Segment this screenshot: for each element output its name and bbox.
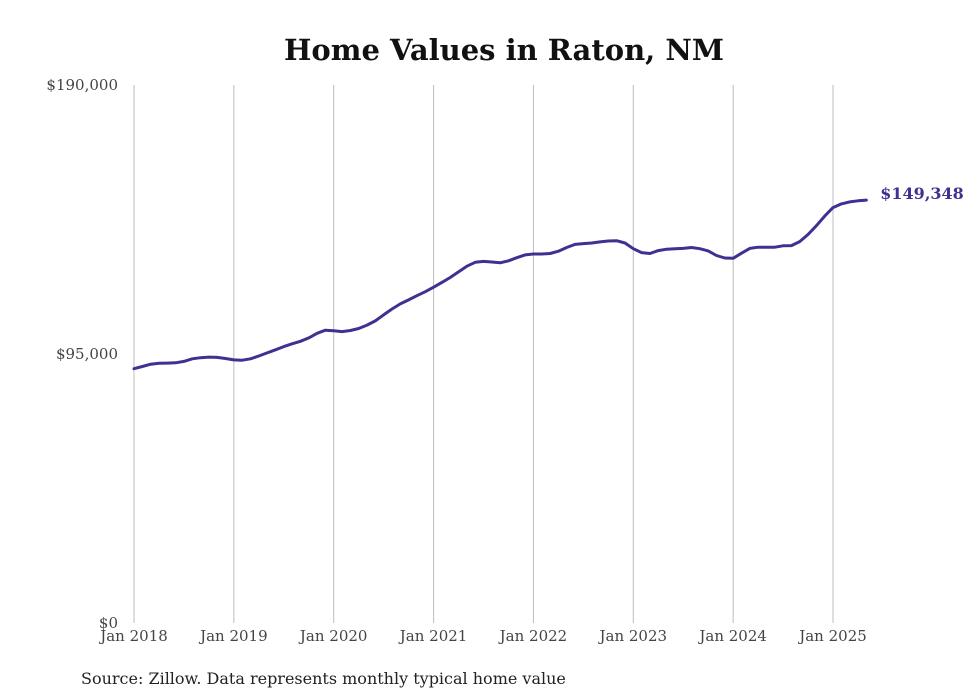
chart-title: Home Values in Raton, NM: [284, 33, 724, 67]
y-tick-label: $0: [99, 614, 118, 632]
x-tick-label: Jan 2024: [697, 627, 767, 645]
source-note: Source: Zillow. Data represents monthly …: [81, 669, 566, 688]
series-line: [132, 198, 868, 371]
end-value-label: $149,348: [880, 184, 964, 203]
x-tick-label: Jan 2018: [98, 627, 168, 645]
y-tick-label: $190,000: [46, 76, 118, 94]
gridlines: [133, 85, 834, 623]
x-tick-label: Jan 2022: [498, 627, 568, 645]
x-tick-label: Jan 2019: [198, 627, 268, 645]
x-axis-ticks: Jan 2018 Jan 2019 Jan 2020 Jan 2021 Jan 2022…: [98, 627, 867, 645]
x-tick-label: Jan 2025: [797, 627, 867, 645]
y-axis-ticks: $0 $95,000 $190,000: [46, 76, 118, 632]
x-tick-label: Jan 2023: [598, 627, 668, 645]
series-layer: $149,348: [132, 184, 964, 371]
y-tick-label: $95,000: [56, 345, 118, 363]
x-tick-label: Jan 2020: [298, 627, 368, 645]
x-tick-label: Jan 2021: [398, 627, 468, 645]
